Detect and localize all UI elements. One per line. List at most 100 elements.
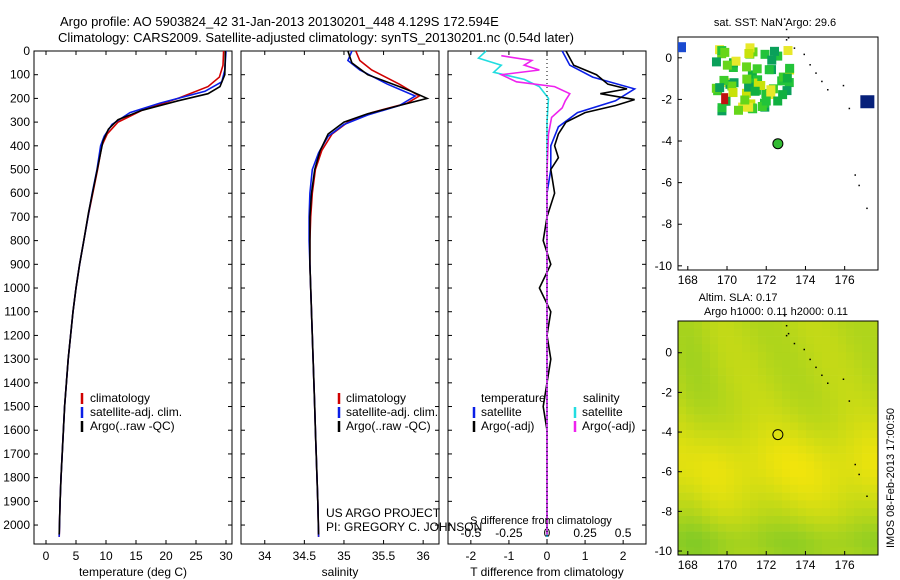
series-line: [538, 50, 635, 535]
sla-cell: [734, 352, 743, 361]
sla-cell: [822, 336, 831, 345]
sla-cell: [718, 445, 727, 454]
sla-cell: [782, 523, 791, 532]
sla-cell: [822, 453, 831, 462]
sla-cell: [702, 461, 711, 470]
sla-cell: [774, 422, 783, 431]
sla-cell: [838, 321, 847, 330]
sla-cell: [766, 523, 775, 532]
sla-cell: [814, 484, 823, 493]
sla-cell: [734, 414, 743, 423]
sst-map-axes: 168 170 172 174 176 -10 -8 -6 -4 -2 0: [655, 51, 855, 287]
sst-cell: [766, 85, 776, 95]
sla-cell: [846, 328, 855, 337]
sla-cell: [814, 422, 823, 431]
sla-cell: [710, 383, 719, 392]
sla-cell: [734, 531, 743, 540]
sla-cell: [854, 360, 863, 369]
sla-cell: [782, 539, 791, 548]
sla-cell: [678, 453, 687, 462]
sla-cell: [758, 492, 767, 501]
depth-tick-label: 400: [10, 139, 30, 153]
project-credit-line2: PI: GREGORY C. JOHNSON: [326, 520, 482, 534]
sla-cell: [694, 367, 703, 376]
sla-cell: [838, 375, 847, 384]
map-y-tick-label: -2: [661, 385, 672, 399]
sla-cell: [750, 484, 759, 493]
sla-cell: [870, 399, 879, 408]
sla-cell: [798, 438, 807, 447]
sla-cell: [734, 321, 743, 330]
depth-tick-label: 2000: [3, 518, 30, 532]
sla-cell: [798, 469, 807, 478]
sla-cell: [718, 438, 727, 447]
sla-cell: [798, 531, 807, 540]
sla-cell: [814, 531, 823, 540]
sla-cell: [702, 531, 711, 540]
sst-cell: [761, 89, 771, 99]
x-tick-label: -2: [466, 549, 477, 563]
sla-cell: [726, 469, 735, 478]
map-y-tick-label: -2: [661, 92, 672, 106]
sla-cell: [822, 523, 831, 532]
sla-cell: [718, 367, 727, 376]
sla-cell: [678, 500, 687, 509]
sla-cell: [774, 399, 783, 408]
sla-cell: [862, 360, 871, 369]
x-tick-label: 30: [219, 549, 233, 563]
depth-tick-label: 1100: [4, 305, 30, 319]
atoll: [793, 342, 796, 345]
sla-cell: [846, 367, 855, 376]
sla-cell: [782, 360, 791, 369]
sla-cell: [806, 547, 815, 556]
sla-cell: [726, 484, 735, 493]
temperature-legend: climatology satellite-adj. clim. Argo(..…: [80, 391, 182, 433]
sla-cell: [806, 336, 815, 345]
sla-cell: [854, 391, 863, 400]
sla-cell: [718, 539, 727, 548]
sla-cell: [854, 547, 863, 556]
sla-cell: [854, 461, 863, 470]
sla-coastline: [783, 315, 868, 498]
sla-cell: [806, 477, 815, 486]
sla-cell: [798, 516, 807, 525]
depth-tick-label: 1600: [3, 423, 30, 437]
sla-cell: [782, 508, 791, 517]
sla-cell: [782, 352, 791, 361]
sla-cell: [734, 391, 743, 400]
sla-cell: [686, 383, 695, 392]
sla-cell: [750, 399, 759, 408]
sla-cell: [846, 344, 855, 353]
sla-cell: [742, 414, 751, 423]
sla-cell: [830, 492, 839, 501]
sla-cell: [862, 321, 871, 330]
sla-cell: [814, 453, 823, 462]
sla-cell: [750, 321, 759, 330]
sla-cell: [822, 531, 831, 540]
sla-cell: [798, 539, 807, 548]
sla-cell: [734, 492, 743, 501]
sst-cell: [742, 74, 752, 84]
sla-cell: [774, 531, 783, 540]
sla-cell: [758, 391, 767, 400]
sla-cell: [790, 547, 799, 556]
sla-cell: [822, 391, 831, 400]
series-line: [476, 50, 550, 537]
sla-cell: [726, 547, 735, 556]
sla-cell: [822, 430, 831, 439]
sla-cell: [838, 539, 847, 548]
sla-cell: [742, 383, 751, 392]
sla-cell: [702, 406, 711, 415]
sla-cell: [790, 438, 799, 447]
sla-cell: [846, 500, 855, 509]
sla-cell: [822, 461, 831, 470]
sla-cell: [838, 477, 847, 486]
sla-cell: [838, 445, 847, 454]
salinity-xlabel: salinity: [322, 565, 359, 579]
sla-cell: [862, 453, 871, 462]
sla-cell: [686, 399, 695, 408]
sla-cell: [758, 360, 767, 369]
sla-cell: [846, 383, 855, 392]
sla-cell: [798, 375, 807, 384]
sla-cell: [870, 484, 879, 493]
